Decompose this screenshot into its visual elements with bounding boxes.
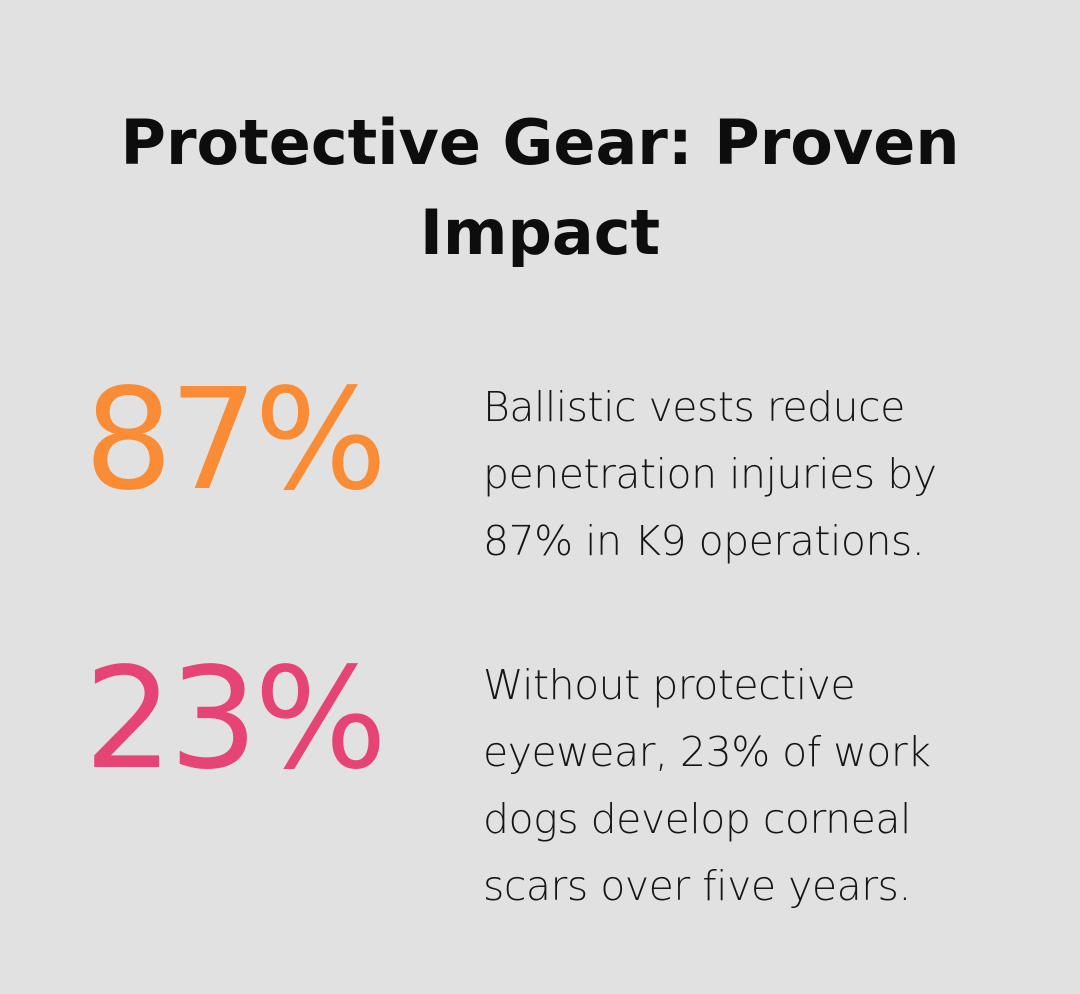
description-line: Without protective <box>483 661 856 709</box>
stat-value: 23% <box>84 638 387 801</box>
description-line: 87% in K9 operations. <box>483 517 925 565</box>
description-line: scars over five years. <box>483 862 911 910</box>
page-title: Protective Gear: Proven Impact <box>0 98 1080 278</box>
description-line: eyewear, 23% of work <box>483 728 931 776</box>
description-line: dogs develop corneal <box>483 795 911 843</box>
description-line: Ballistic vests reduce <box>483 383 905 431</box>
stat-value: 87% <box>84 359 387 522</box>
stat-description: Ballistic vests reduce penetration injur… <box>483 374 1043 575</box>
stat-description: Without protective eyewear, 23% of work … <box>483 652 1043 920</box>
title-text: Protective Gear: Proven Impact <box>120 106 960 269</box>
description-line: penetration injuries by <box>483 450 937 498</box>
